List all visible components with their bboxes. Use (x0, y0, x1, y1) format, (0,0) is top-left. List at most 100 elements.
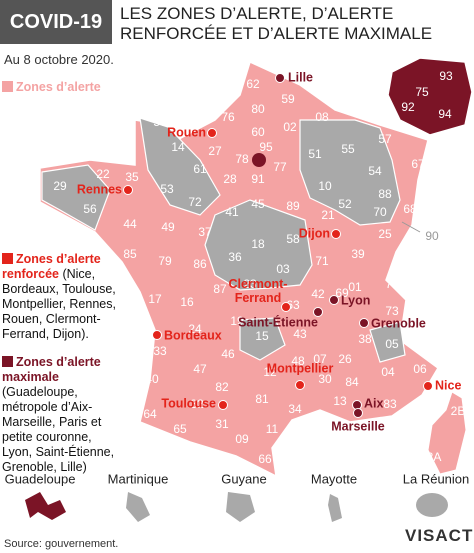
legend-detail: (Nice, Bordeaux, Toulouse, Montpellier, … (2, 267, 116, 341)
department-label: 69 (335, 286, 349, 300)
department-label: 17 (148, 292, 162, 306)
city-label: Marseille (331, 419, 385, 433)
belfort-pointer (401, 221, 421, 233)
department-label: 70 (373, 205, 387, 219)
title: LES ZONES D’ALERTE, D’ALERTE RENFORCÉE E… (120, 4, 433, 43)
department-label: 53 (160, 182, 174, 196)
department-label: 12 (263, 365, 277, 379)
department-label: 56 (83, 202, 97, 216)
department-label: 72 (188, 195, 202, 209)
department-label: 06 (413, 362, 427, 376)
paris-zone (252, 153, 266, 167)
department-label: 76 (221, 110, 235, 124)
city-label: Clermont-Ferrand (228, 277, 287, 305)
department-label: 88 (378, 187, 392, 201)
city-label: Rennes (77, 182, 122, 196)
department-label: 27 (208, 144, 222, 158)
department-label: 36 (228, 250, 242, 264)
gray-zone (41, 164, 111, 231)
department-label: 21 (321, 208, 335, 222)
department-label: 41 (225, 205, 239, 219)
department-label: 79 (158, 254, 172, 268)
idf-label: 75 (415, 85, 429, 99)
department-label: 43 (293, 327, 307, 341)
overseas-label: Mayotte (311, 471, 357, 486)
city-dot (329, 295, 339, 305)
department-label: 39 (351, 247, 365, 261)
department-label: 30 (318, 372, 332, 386)
logo: VISACTU (405, 526, 474, 545)
city-label: Toulouse (161, 396, 216, 410)
department-label: 82 (215, 380, 229, 394)
idf-label: 92 (401, 100, 415, 114)
city-dot (207, 128, 217, 138)
city-dot (218, 400, 228, 410)
department-label: 90 (425, 229, 439, 243)
department-label: 91 (251, 172, 265, 186)
department-label: 49 (161, 220, 175, 234)
department-label: 59 (281, 92, 295, 106)
department-label: 86 (193, 257, 207, 271)
gray-zone (139, 117, 221, 216)
department-label: 18 (251, 237, 265, 251)
overseas-label: La Réunion (403, 471, 470, 486)
department-label: 67 (411, 157, 425, 171)
city-label: Aix (364, 396, 384, 410)
department-label: 11 (266, 422, 279, 436)
department-label: 95 (259, 140, 273, 154)
department-label: 24 (188, 322, 202, 336)
legend-title: Zones d’alerte maximale (2, 355, 101, 384)
city-label: Saint-Étienne (238, 314, 318, 329)
department-label: 71 (315, 254, 329, 268)
department-label: 09 (235, 432, 249, 446)
department-label: 85 (123, 247, 137, 261)
department-label: 47 (193, 362, 207, 376)
department-label: 10 (318, 179, 332, 193)
department-label: 55 (341, 142, 355, 156)
city-dot (313, 307, 323, 317)
corsica-shape (427, 391, 467, 475)
department-label: 68 (403, 202, 417, 216)
department-label: 25 (378, 227, 392, 241)
department-label: 26 (338, 352, 352, 366)
overseas-label: Martinique (108, 471, 169, 486)
city-label: Rouen (167, 125, 206, 139)
department-label: 81 (255, 392, 269, 406)
department-label: 37 (198, 225, 212, 239)
department-label: 61 (193, 162, 207, 176)
department-label: 48 (291, 354, 305, 368)
department-label: 83 (383, 397, 397, 411)
city-label: Grenoble (371, 316, 426, 330)
legend-item: Zones d’alerte (2, 80, 122, 95)
city-label: Bordeaux (164, 328, 222, 342)
idf-label: 94 (438, 107, 452, 121)
department-label: 40 (145, 372, 159, 386)
martinique-shape (126, 492, 150, 522)
department-label: 19 (230, 314, 244, 328)
department-label: 34 (288, 402, 302, 416)
department-label: 50 (153, 115, 167, 129)
city-dot (123, 185, 133, 195)
city-dot (295, 380, 305, 390)
department-label: 60 (251, 125, 265, 139)
department-label: 16 (180, 295, 194, 309)
legend-item: Zones d’alerte maximale (Guadeloupe, mét… (2, 355, 122, 475)
department-label: 44 (123, 217, 137, 231)
department-label: 73 (385, 304, 399, 318)
department-label: 07 (313, 352, 327, 366)
city-label: Lyon (341, 293, 370, 307)
overseas-label: Guyane (221, 471, 267, 486)
city-dot (152, 330, 162, 340)
department-label: 23 (243, 277, 257, 291)
guadeloupe-shape (25, 492, 66, 520)
reunion-shape (416, 493, 448, 517)
department-label: 58 (286, 232, 300, 246)
legend-title: Zones d’alerte renforcée (2, 252, 101, 281)
city-label: Lille (288, 70, 313, 84)
tag: COVID-19 (0, 0, 112, 44)
idf-inset (387, 57, 473, 136)
department-label: 2A (427, 450, 442, 464)
legend-swatch (2, 253, 13, 264)
department-label: 15 (255, 329, 269, 343)
